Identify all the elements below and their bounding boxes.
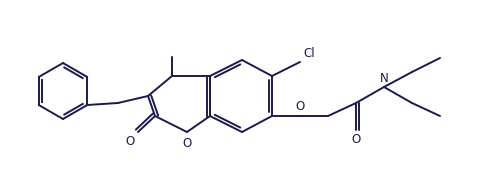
Text: O: O <box>182 137 191 150</box>
Text: O: O <box>126 135 135 148</box>
Text: N: N <box>380 72 388 85</box>
Text: Cl: Cl <box>303 47 315 60</box>
Text: O: O <box>296 100 304 113</box>
Text: O: O <box>352 133 360 146</box>
